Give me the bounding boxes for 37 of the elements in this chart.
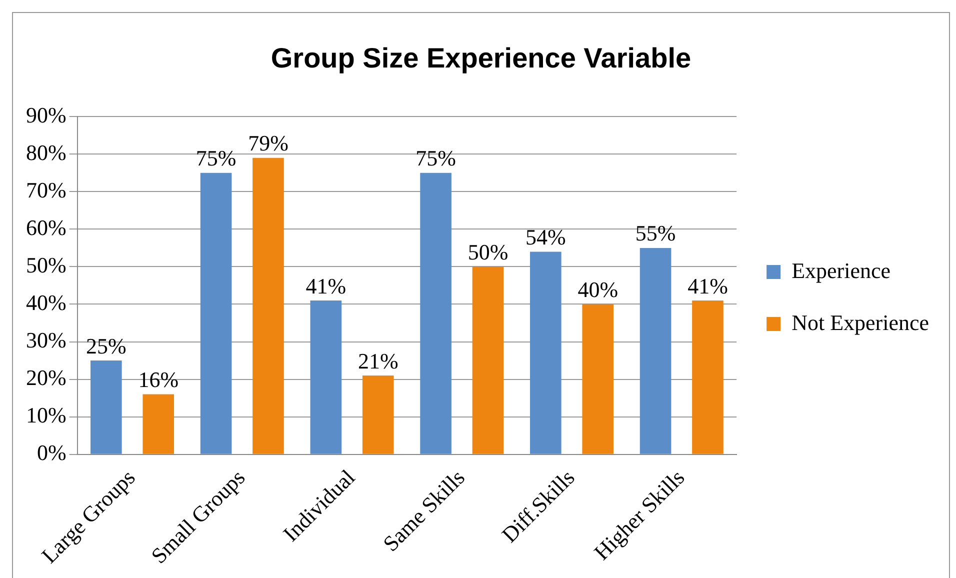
bar bbox=[692, 300, 724, 454]
data-label: 40% bbox=[578, 277, 618, 302]
data-label: 75% bbox=[196, 146, 236, 171]
data-label: 79% bbox=[248, 130, 288, 156]
bar bbox=[530, 252, 562, 454]
y-tick-label: 20% bbox=[26, 365, 66, 390]
data-label: 41% bbox=[688, 273, 728, 298]
bar bbox=[200, 172, 232, 454]
bar bbox=[90, 360, 122, 454]
y-tick-label: 10% bbox=[26, 402, 66, 428]
data-label: 16% bbox=[138, 367, 179, 392]
bar bbox=[362, 376, 394, 454]
chart-title: Group Size Experience Variable bbox=[270, 42, 692, 74]
legend-label: Not Experience bbox=[792, 310, 929, 335]
data-label: 41% bbox=[306, 273, 346, 298]
bar bbox=[142, 394, 174, 454]
y-tick-label: 50% bbox=[26, 252, 66, 278]
data-label: 75% bbox=[416, 146, 456, 171]
bar bbox=[420, 172, 452, 454]
bar bbox=[640, 248, 672, 454]
data-label: 50% bbox=[468, 239, 508, 264]
bar bbox=[310, 300, 342, 454]
y-tick-label: 80% bbox=[26, 140, 66, 165]
data-label: 21% bbox=[358, 348, 398, 374]
data-label: 25% bbox=[86, 333, 126, 358]
bar bbox=[582, 304, 614, 454]
legend-label: Experience bbox=[792, 258, 890, 283]
y-tick-label: 90% bbox=[26, 102, 66, 128]
y-tick-label: 60% bbox=[26, 214, 66, 240]
data-label: 54% bbox=[525, 224, 566, 250]
y-tick-label: 70% bbox=[26, 177, 66, 202]
bar bbox=[472, 266, 504, 454]
y-tick-label: 30% bbox=[26, 328, 66, 353]
y-tick-label: 40% bbox=[26, 290, 66, 316]
bar bbox=[252, 158, 284, 454]
y-tick-label: 0% bbox=[37, 440, 66, 466]
data-label: 55% bbox=[635, 220, 676, 246]
